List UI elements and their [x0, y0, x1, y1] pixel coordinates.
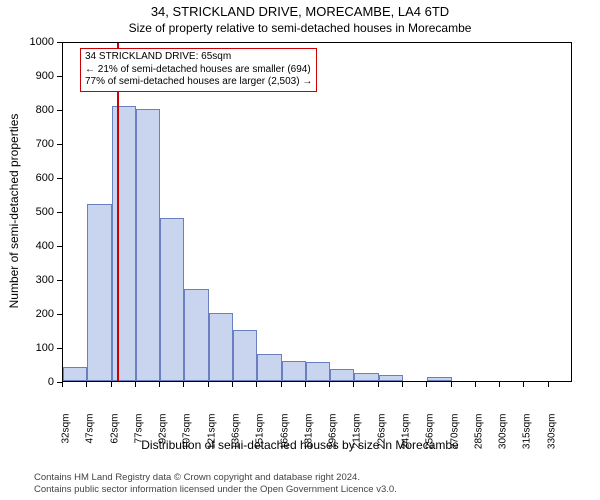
y-tick-mark: [57, 110, 62, 111]
x-tick-mark: [499, 382, 500, 387]
callout-line: 77% of semi-detached houses are larger (…: [85, 76, 312, 89]
x-tick-mark: [208, 382, 209, 387]
footer-line-2: Contains public sector information licen…: [34, 484, 397, 496]
x-tick-mark: [86, 382, 87, 387]
y-tick-label: 1000: [14, 36, 54, 48]
histogram-bar: [257, 354, 281, 381]
histogram-bar: [209, 313, 233, 381]
plot-area: [62, 42, 572, 382]
y-axis-title: Number of semi-detached properties: [7, 101, 21, 321]
x-tick-mark: [426, 382, 427, 387]
histogram-bar: [112, 106, 136, 381]
y-tick-mark: [57, 246, 62, 247]
histogram-bar: [282, 361, 306, 381]
histogram-bar: [330, 369, 354, 381]
y-tick-mark: [57, 144, 62, 145]
chart-subtitle: Size of property relative to semi-detach…: [0, 19, 600, 35]
x-tick-mark: [548, 382, 549, 387]
x-tick-mark: [402, 382, 403, 387]
histogram-bar: [379, 375, 403, 381]
x-tick-mark: [281, 382, 282, 387]
x-tick-mark: [329, 382, 330, 387]
x-tick-mark: [111, 382, 112, 387]
x-tick-mark: [183, 382, 184, 387]
histogram-bar: [160, 218, 184, 381]
chart-container: 34, STRICKLAND DRIVE, MORECAMBE, LA4 6TD…: [0, 0, 600, 500]
footer-line-1: Contains HM Land Registry data © Crown c…: [34, 472, 397, 484]
x-tick-mark: [378, 382, 379, 387]
histogram-bar: [136, 109, 160, 381]
histogram-bar: [233, 330, 257, 381]
y-tick-label: 0: [14, 376, 54, 388]
y-tick-label: 900: [14, 70, 54, 82]
property-marker-line: [117, 43, 119, 381]
x-tick-mark: [353, 382, 354, 387]
chart-title: 34, STRICKLAND DRIVE, MORECAMBE, LA4 6TD: [0, 0, 600, 19]
y-tick-mark: [57, 42, 62, 43]
y-tick-mark: [57, 178, 62, 179]
footer-attribution: Contains HM Land Registry data © Crown c…: [34, 472, 397, 496]
x-tick-mark: [232, 382, 233, 387]
histogram-bar: [184, 289, 208, 381]
x-axis-title: Distribution of semi-detached houses by …: [0, 438, 600, 452]
histogram-bar: [306, 362, 330, 381]
callout-line: 34 STRICKLAND DRIVE: 65sqm: [85, 51, 312, 64]
y-tick-mark: [57, 76, 62, 77]
x-tick-mark: [159, 382, 160, 387]
y-tick-mark: [57, 280, 62, 281]
x-tick-mark: [451, 382, 452, 387]
property-callout: 34 STRICKLAND DRIVE: 65sqm← 21% of semi-…: [80, 48, 317, 92]
histogram-bar: [354, 373, 378, 382]
x-tick-mark: [62, 382, 63, 387]
callout-line: ← 21% of semi-detached houses are smalle…: [85, 64, 312, 77]
x-tick-mark: [135, 382, 136, 387]
x-tick-mark: [523, 382, 524, 387]
x-tick-mark: [475, 382, 476, 387]
y-tick-label: 100: [14, 342, 54, 354]
histogram-bar: [87, 204, 111, 381]
y-tick-mark: [57, 314, 62, 315]
histogram-bar: [63, 367, 87, 381]
y-tick-mark: [57, 212, 62, 213]
y-tick-mark: [57, 348, 62, 349]
x-tick-mark: [305, 382, 306, 387]
x-tick-mark: [256, 382, 257, 387]
histogram-bar: [427, 377, 451, 381]
